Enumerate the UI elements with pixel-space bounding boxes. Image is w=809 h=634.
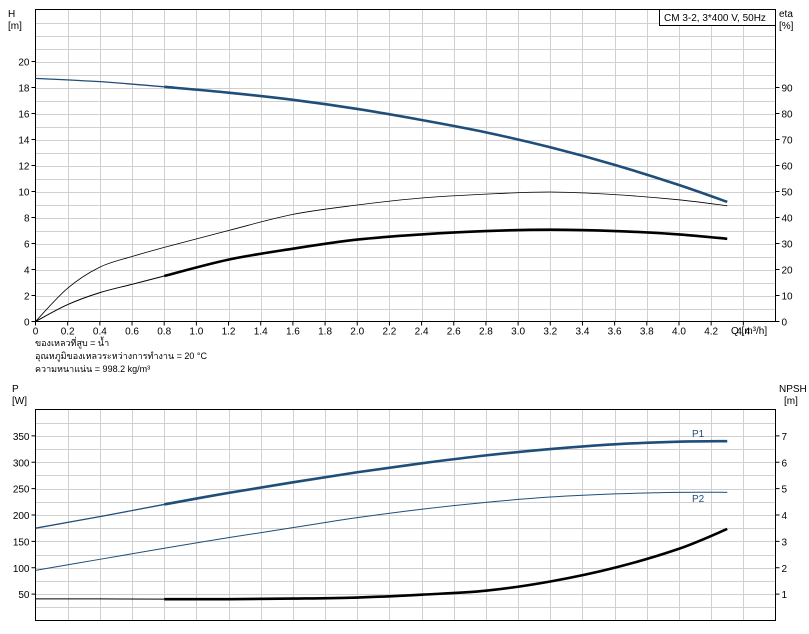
x-tick-label: 1.6: [286, 327, 300, 338]
efficiency-tick-label: 40: [782, 214, 794, 225]
efficiency-tick-label: 70: [782, 136, 794, 147]
head-tick-label: 6: [24, 240, 30, 251]
x-tick-label: 3.8: [640, 327, 654, 338]
power-npsh-grid: [35, 409, 776, 621]
x-tick-label: 0.2: [61, 327, 75, 338]
head-efficiency-curve-0-segment-operating: [164, 85, 728, 204]
head-efficiency-curve-2-segment-extrapolated: [35, 275, 165, 322]
power-tick-label: 100: [13, 564, 30, 575]
efficiency-tick-label: 90: [782, 84, 794, 95]
head-efficiency-curves: [35, 77, 728, 322]
note-density: ความหนาแน่น = 998.2 kg/m³: [35, 364, 150, 374]
head-tick-label: 2: [24, 292, 30, 303]
chart-title: CM 3-2, 3*400 V, 50Hz: [664, 13, 766, 24]
head-efficiency-ticks: 0 0.2 0.4 0.6 0.8 1.0 1.2 1.4 1.6 1.8 2.0 2.2 2.4 2.6…: [18, 58, 793, 338]
npsh-tick-label: 6: [782, 458, 788, 469]
head-efficiency-curve-0-segment-extrapolated: [35, 77, 165, 88]
note-liquid: ของเหลวที่สูบ = น้ำ: [35, 336, 109, 349]
power-tick-label: 300: [13, 458, 30, 469]
head-tick-label: 12: [18, 162, 30, 173]
power-npsh-curve-0-segment-operating: [163, 439, 728, 506]
efficiency-tick-label: 30: [782, 240, 794, 251]
head-tick-label: 0: [24, 318, 30, 329]
x-tick-label: 4.4: [736, 327, 750, 338]
head-tick-label: 20: [18, 58, 30, 69]
npsh-tick-label: 2: [782, 564, 788, 575]
head-axis-label: H: [8, 9, 15, 20]
chart-title-box: [659, 9, 776, 26]
efficiency-tick-label: 80: [782, 110, 794, 121]
head-tick-label: 10: [18, 188, 30, 199]
npsh-tick-label: 4: [782, 511, 788, 522]
note-temperature: อุณหภูมิของเหลวระหว่างการทำงาน = 20 °C: [35, 351, 207, 362]
series-label-p2: P2: [692, 494, 705, 505]
efficiency-axis-unit: [%]: [779, 21, 794, 32]
head-tick-label: 14: [18, 136, 30, 147]
x-tick-label: 0.6: [125, 327, 139, 338]
npsh-tick-label: 7: [782, 432, 788, 443]
power-npsh-curve-1-segment-extrapolated: [35, 547, 165, 571]
head-efficiency-curve-2-segment-operating: [163, 228, 728, 278]
head-efficiency-grid: [35, 9, 776, 322]
npsh-tick-label: 5: [782, 485, 788, 496]
npsh-tick-label: 1: [782, 590, 788, 601]
x-tick-label: 4.2: [704, 327, 718, 338]
power-npsh-curve-1-segment-operating: [164, 491, 728, 549]
npsh-tick-label: 3: [782, 537, 788, 548]
efficiency-tick-label: 50: [782, 188, 794, 199]
npsh-axis-label: NPSH: [779, 384, 807, 395]
power-npsh-ticks: 50 100 150 200 250 300 350 1 2 3 4 5 6 7: [13, 432, 788, 601]
x-tick-label: 0: [33, 327, 39, 338]
head-tick-label: 16: [18, 110, 30, 121]
series-label-p1: P1: [692, 429, 705, 440]
efficiency-tick-label: 0: [782, 318, 788, 329]
power-axis-unit: [W]: [12, 396, 27, 407]
head-tick-label: 18: [18, 84, 30, 95]
npsh-axis-unit: [m]: [784, 396, 798, 407]
x-tick-label: 0.4: [93, 327, 107, 338]
x-tick-label: 2.2: [382, 327, 396, 338]
power-tick-label: 50: [18, 590, 30, 601]
x-tick-label: 4.0: [672, 327, 686, 338]
power-tick-label: 350: [13, 432, 30, 443]
x-tick-label: 1.2: [222, 327, 236, 338]
x-tick-label: 2.0: [350, 327, 364, 338]
power-npsh-curve-2-segment-operating: [164, 527, 728, 601]
x-tick-label: 2.8: [479, 327, 493, 338]
power-npsh-curve-0-segment-extrapolated: [35, 503, 165, 529]
efficiency-axis-label: eta: [779, 9, 793, 20]
power-axis-label: P: [12, 384, 19, 395]
x-tick-label: 3.0: [511, 327, 525, 338]
head-tick-label: 8: [24, 214, 30, 225]
head-efficiency-plot-frame: [35, 9, 776, 322]
x-tick-label: 3.2: [543, 327, 557, 338]
head-efficiency-curve-1-segment-operating: [164, 191, 728, 248]
x-tick-label: 1.0: [189, 327, 203, 338]
x-tick-label: 0.8: [157, 327, 171, 338]
head-axis-unit: [m]: [8, 21, 22, 32]
x-tick-label: 2.6: [447, 327, 461, 338]
x-tick-label: 2.4: [415, 327, 429, 338]
x-tick-label: 3.6: [608, 327, 622, 338]
x-tick-label: 1.4: [254, 327, 268, 338]
flow-axis-label: Q [m³/h]: [731, 326, 767, 337]
x-tick-label: 3.4: [576, 327, 590, 338]
efficiency-tick-label: 20: [782, 266, 794, 277]
x-tick-label: 1.8: [318, 327, 332, 338]
power-tick-label: 200: [13, 511, 30, 522]
power-npsh-curves: [35, 439, 728, 601]
power-tick-label: 150: [13, 537, 30, 548]
head-efficiency-curve-1-segment-extrapolated: [35, 247, 165, 322]
power-tick-label: 250: [13, 485, 30, 496]
head-tick-label: 4: [24, 266, 30, 277]
efficiency-tick-label: 60: [782, 162, 794, 173]
efficiency-tick-label: 10: [782, 292, 794, 303]
